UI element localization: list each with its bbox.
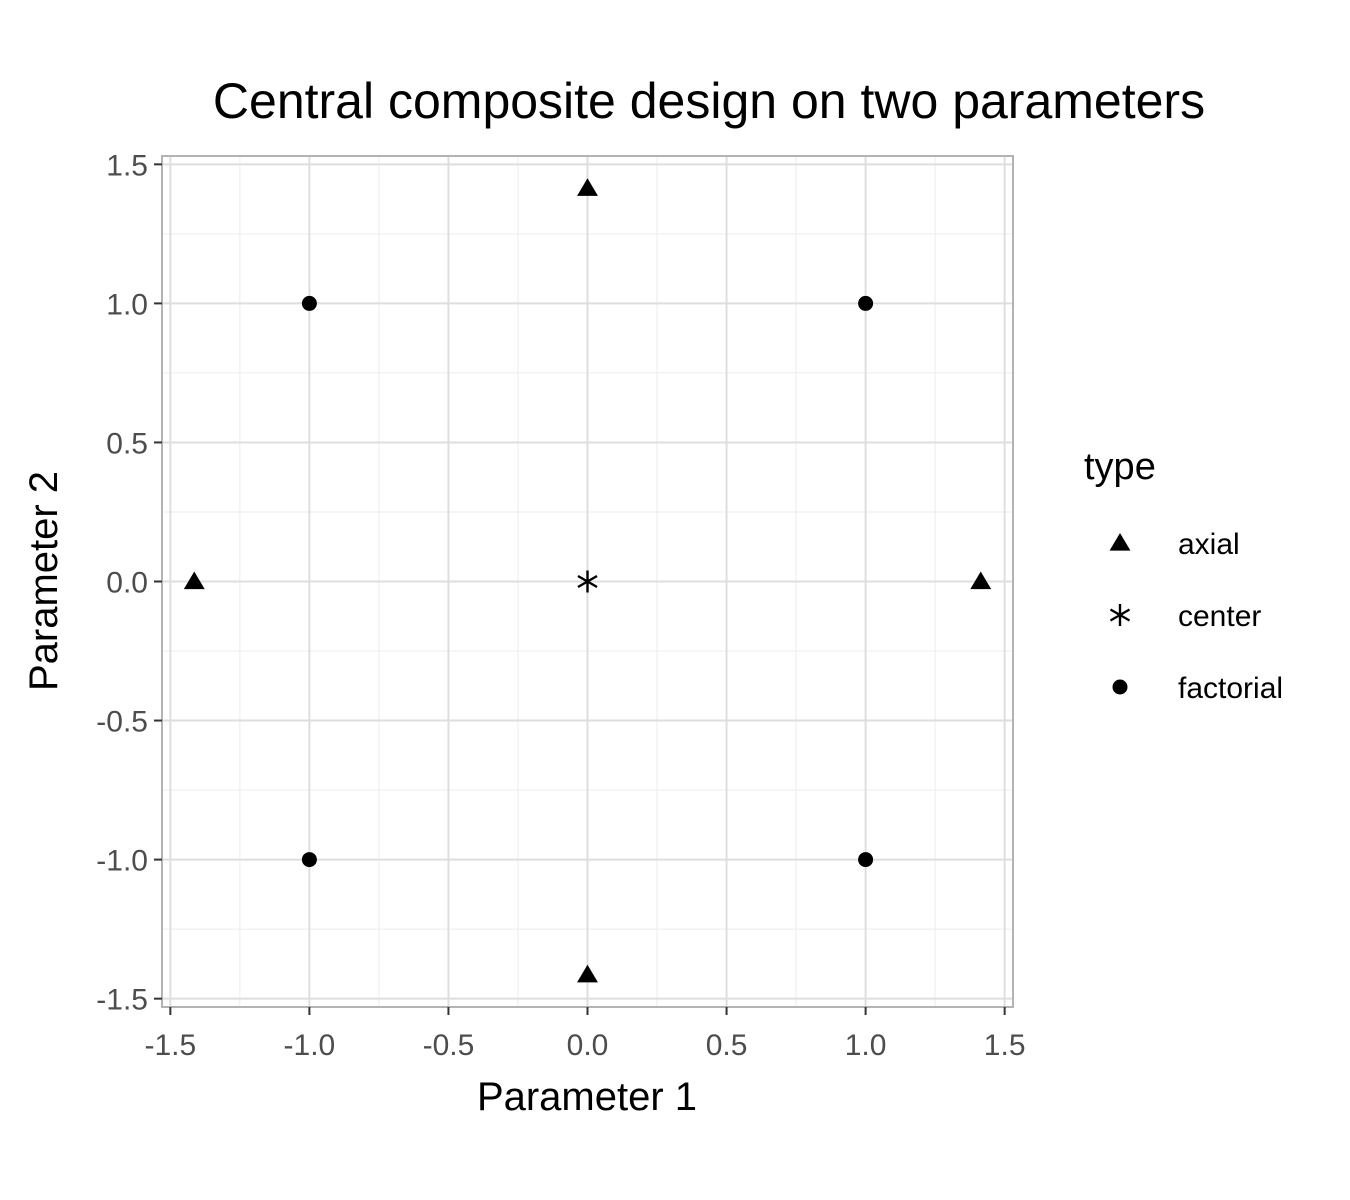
legend-factorial-key: [1112, 679, 1128, 695]
y-tick-label: -0.5: [96, 706, 148, 739]
x-tick-label: 0.5: [706, 1029, 748, 1062]
y-axis-title: Parameter 2: [22, 471, 66, 691]
legend-title: type: [1084, 446, 1156, 488]
axial-point: [970, 571, 992, 590]
legend-axial-label: axial: [1178, 528, 1240, 561]
legend-entries: axial center factorial: [1109, 528, 1283, 705]
x-axis-title: Parameter 1: [477, 1075, 697, 1119]
chart-title: Central composite design on two paramete…: [213, 73, 1205, 129]
factorial-point: [858, 852, 874, 868]
y-tick-label: -1.0: [96, 845, 148, 878]
x-tick-label: -0.5: [423, 1029, 475, 1062]
y-tick-label: 0.0: [106, 567, 148, 600]
axial-point: [577, 178, 598, 196]
axial-point: [183, 571, 205, 590]
factorial-point: [858, 295, 874, 311]
y-tick-label: 1.5: [106, 149, 148, 182]
y-tick-label: 1.0: [106, 288, 148, 321]
data-points: [183, 178, 992, 983]
legend-center-key: [1109, 604, 1131, 626]
y-tick-label: 0.5: [106, 427, 148, 460]
x-tick-label: -1.5: [144, 1029, 196, 1062]
factorial-point: [301, 295, 317, 311]
x-tick-label: 1.5: [984, 1029, 1026, 1062]
y-tick-label: -1.5: [96, 984, 148, 1017]
x-tick-label: 1.0: [845, 1029, 887, 1062]
legend: type axial center factorial: [1084, 446, 1283, 705]
x-tick-label: 0.0: [567, 1029, 609, 1062]
legend-axial-key: [1109, 533, 1131, 551]
x-tick-label: -1.0: [284, 1029, 336, 1062]
legend-center-label: center: [1178, 600, 1261, 633]
center-point: [577, 570, 598, 593]
legend-factorial-label: factorial: [1178, 672, 1283, 705]
axis-ticks: -1.5 -1.0 -0.5 0.0 0.5 1.0 1.5 -1.5 -1.0 -0.5 0.0 0…: [96, 149, 1025, 1062]
axial-point: [577, 964, 598, 983]
factorial-point: [301, 852, 317, 868]
